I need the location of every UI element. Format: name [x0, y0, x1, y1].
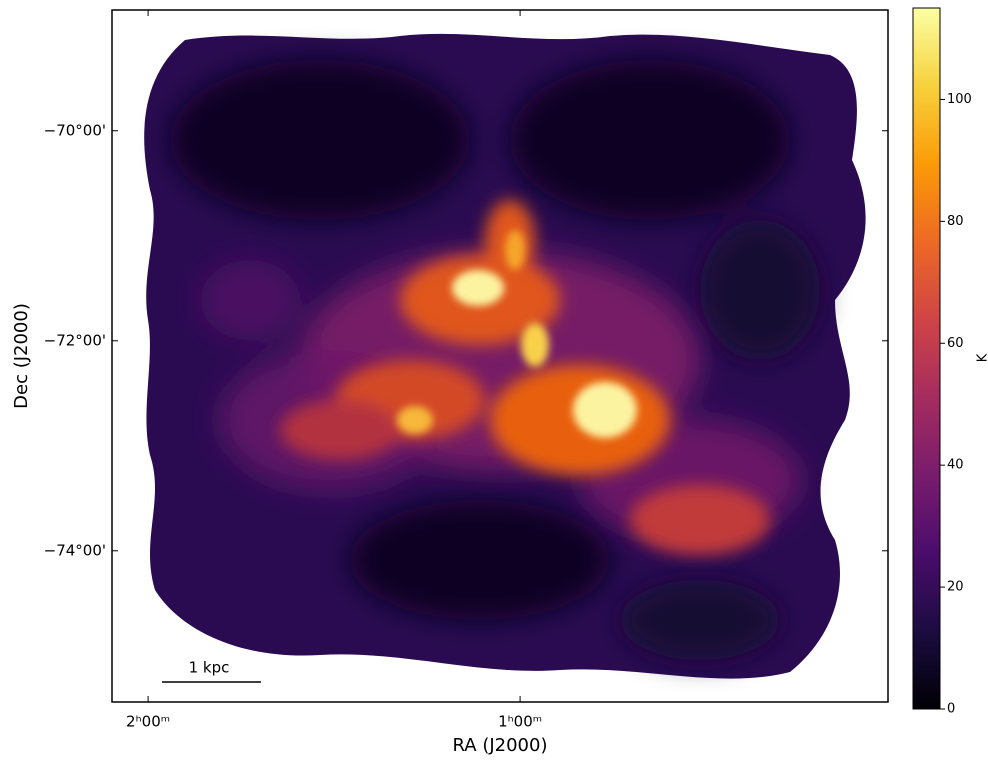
sky-image [144, 33, 866, 679]
y-tick-label: −70°00' [44, 121, 106, 139]
colorbar [912, 7, 941, 710]
scalebar-label: 1 kpc [189, 659, 230, 677]
x-tick-label: 1ʰ00ᵐ [498, 713, 542, 731]
emission-peaks [397, 230, 637, 438]
x-axis-label: RA (J2000) [453, 735, 548, 756]
colorbar-tick-label: 80 [947, 214, 964, 229]
y-tick-label: −72°00' [44, 331, 106, 349]
y-axis-label: Dec (J2000) [11, 303, 32, 409]
dark-regions [170, 60, 820, 660]
colorbar-tick-label: 100 [947, 92, 972, 107]
x-tick-label: 2ʰ00ᵐ [126, 713, 170, 731]
colorbar-tick-label: 40 [947, 458, 964, 473]
colorbar-tick-label: 20 [947, 580, 964, 595]
y-tick-label: −74°00' [44, 541, 106, 559]
colorbar-label: K [976, 353, 988, 362]
colorbar-tick-label: 0 [947, 702, 955, 717]
axes-frame [111, 9, 889, 703]
colorbar-tick-label: 60 [947, 336, 964, 351]
